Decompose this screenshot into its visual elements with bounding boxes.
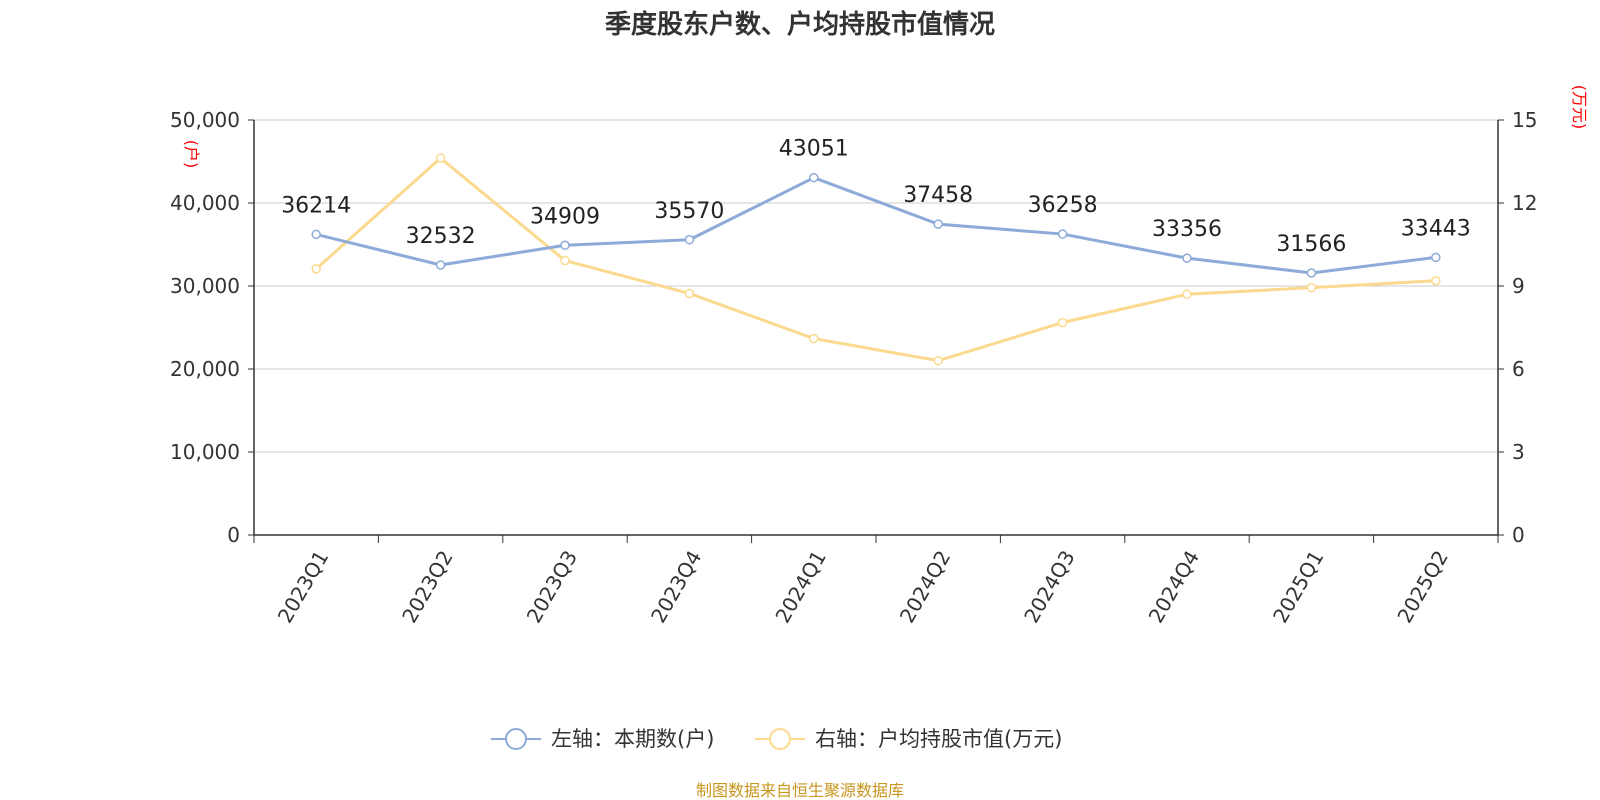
data-labels: 36214 32532 34909 35570 43051 37458 36258 33356… [281, 137, 1471, 257]
data-point-households [1306, 268, 1317, 278]
data-point-avg-value [311, 264, 321, 274]
series-layer [311, 153, 1441, 366]
data-label-households: 43051 [779, 137, 849, 162]
data-point-households [560, 240, 570, 251]
x-tick-label: 2024Q2 [895, 546, 955, 627]
data-label-households: 33356 [1152, 217, 1222, 242]
data-point-avg-value [560, 255, 570, 266]
data-point-households [933, 219, 943, 229]
left-tick-label: 50,000 [170, 108, 240, 132]
data-point-avg-value [435, 153, 446, 163]
data-point-avg-value [684, 288, 695, 299]
legend-item-households[interactable]: 左轴：本期数(户) [491, 727, 714, 751]
left-tick-label: 40,000 [170, 191, 240, 215]
data-label-households: 35570 [654, 199, 724, 224]
legend[interactable]: 左轴：本期数(户) 右轴：户均持股市值(万元) [491, 727, 1062, 751]
right-tick-label: 0 [1512, 523, 1525, 547]
legend-label-households: 左轴：本期数(户) [551, 727, 714, 751]
right-tick-label: 15 [1512, 108, 1537, 132]
data-point-households [684, 235, 695, 245]
x-tick-label: 2023Q1 [273, 546, 333, 627]
data-label-households: 31566 [1276, 232, 1346, 257]
legend-item-avg-value[interactable]: 右轴：户均持股市值(万元) [755, 727, 1062, 751]
legend-label-avg-value: 右轴：户均持股市值(万元) [815, 727, 1062, 751]
grid-lines [254, 119, 1498, 453]
legend-swatch-circle-icon [505, 728, 527, 750]
chart-title: 季度股东户数、户均持股市值情况 [605, 9, 995, 40]
x-tick-label: 2023Q4 [646, 546, 706, 627]
series-line-households [315, 176, 1436, 275]
left-axis-unit: (户) [182, 140, 201, 169]
data-point-households [311, 229, 321, 240]
x-tick-label: 2025Q2 [1392, 546, 1452, 627]
data-point-avg-value [933, 355, 943, 366]
data-label-households: 33443 [1401, 216, 1471, 241]
x-tick-label: 2023Q3 [522, 546, 582, 627]
left-tick-label: 20,000 [170, 357, 240, 381]
series-line-avg-value [315, 156, 1436, 363]
x-tick-label: 2024Q4 [1144, 546, 1204, 627]
left-tick-label: 10,000 [170, 440, 240, 464]
right-tick-label: 6 [1512, 357, 1525, 381]
x-tick-label: 2024Q3 [1019, 546, 1079, 627]
data-label-households: 37458 [903, 183, 973, 208]
data-point-avg-value [1306, 282, 1317, 293]
right-tick-label: 12 [1512, 191, 1537, 215]
data-point-households [435, 260, 446, 270]
left-tick-label: 0 [227, 523, 240, 547]
left-tick-label: 30,000 [170, 274, 240, 298]
right-tick-label: 3 [1512, 440, 1525, 464]
x-tick-label: 2023Q2 [397, 546, 457, 627]
data-label-households: 32532 [406, 224, 476, 249]
right-tick-label: 9 [1512, 274, 1525, 298]
data-label-households: 34909 [530, 204, 600, 229]
legend-swatch-circle-icon [769, 728, 791, 750]
axes: 0 10,000 20,000 30,000 40,000 50,000 0 3 6 9 12 15 2… [170, 108, 1537, 627]
data-point-avg-value [809, 333, 819, 344]
x-tick-label: 2024Q1 [770, 546, 830, 627]
data-point-households [1057, 229, 1068, 239]
data-point-households [1182, 253, 1192, 263]
data-point-avg-value [1431, 275, 1441, 286]
data-label-households: 36214 [281, 193, 351, 218]
data-source-note: 制图数据来自恒生聚源数据库 [696, 781, 904, 800]
right-axis-unit: (万元) [1570, 85, 1589, 130]
x-tick-label: 2025Q1 [1268, 546, 1328, 627]
data-point-households [1431, 252, 1441, 263]
data-point-avg-value [1182, 289, 1192, 300]
data-point-avg-value [1057, 317, 1068, 328]
data-point-households [809, 172, 819, 183]
data-label-households: 36258 [1028, 193, 1098, 218]
